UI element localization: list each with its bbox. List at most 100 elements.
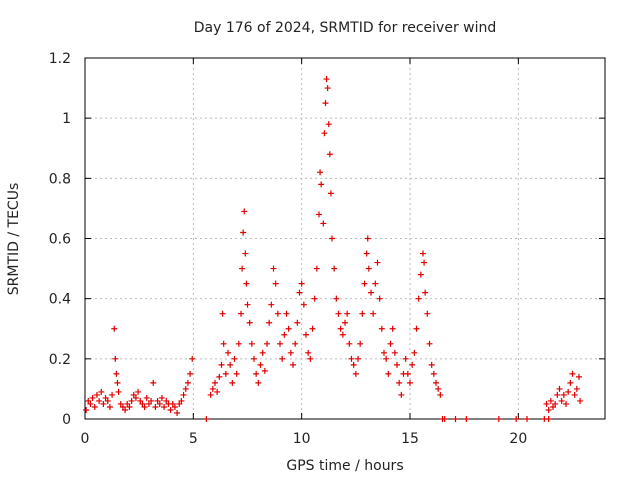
x-tick-label: 10 — [293, 431, 311, 447]
data-point — [428, 361, 435, 368]
data-point — [290, 361, 296, 368]
data-point — [424, 310, 431, 317]
data-point — [257, 361, 264, 368]
y-tick-label: 0.4 — [49, 292, 71, 308]
data-point — [463, 416, 470, 422]
data-point — [339, 331, 346, 338]
data-point — [274, 310, 281, 317]
data-point — [93, 391, 100, 398]
data-point — [216, 373, 223, 380]
data-point — [331, 265, 338, 272]
data-point — [161, 403, 168, 410]
data-point — [207, 391, 214, 398]
data-point — [238, 310, 244, 317]
data-point — [300, 301, 307, 308]
data-point — [112, 355, 119, 362]
data-point — [264, 340, 270, 347]
data-point — [296, 289, 303, 296]
data-point — [241, 208, 248, 215]
data-point — [309, 325, 316, 332]
data-point — [270, 265, 277, 272]
data-point — [220, 340, 227, 347]
x-tick-label: 0 — [81, 431, 90, 447]
data-point — [404, 370, 411, 377]
data-point — [365, 265, 372, 272]
data-point — [115, 388, 122, 395]
data-point — [452, 416, 459, 422]
data-point — [577, 397, 584, 404]
data-point — [83, 406, 90, 413]
data-point — [307, 355, 314, 362]
data-point — [383, 355, 390, 362]
y-tick-label: 0.2 — [49, 352, 71, 368]
data-point — [554, 391, 561, 398]
data-points — [83, 76, 584, 422]
data-point — [430, 370, 437, 377]
data-point — [394, 361, 400, 368]
data-point — [163, 397, 170, 404]
data-point — [323, 76, 330, 83]
data-point — [117, 400, 124, 407]
data-point — [370, 310, 377, 317]
y-tick-label: 0 — [62, 412, 71, 428]
data-point — [569, 370, 576, 377]
data-point — [158, 394, 165, 401]
data-point — [321, 130, 328, 137]
data-point — [259, 349, 266, 356]
data-point — [130, 391, 137, 398]
data-point — [547, 397, 554, 404]
data-point — [361, 280, 368, 287]
data-point — [385, 370, 392, 377]
data-point — [106, 403, 113, 410]
data-point — [253, 370, 260, 377]
data-point — [387, 340, 394, 347]
data-point — [292, 340, 299, 347]
data-point — [132, 394, 139, 401]
data-point — [268, 301, 275, 308]
data-point — [327, 190, 334, 197]
data-point — [317, 169, 324, 176]
y-axis-label: SRMTID / TECUs — [6, 183, 22, 296]
data-point — [152, 403, 159, 410]
data-point — [285, 325, 292, 332]
x-tick-label: 5 — [189, 431, 198, 447]
data-point — [346, 340, 353, 347]
data-point — [246, 319, 253, 326]
data-point — [576, 373, 582, 380]
data-point — [415, 295, 422, 302]
data-point — [437, 391, 444, 398]
data-point — [135, 388, 142, 395]
data-point — [545, 406, 552, 413]
data-point — [174, 409, 181, 416]
data-point — [91, 403, 98, 410]
data-point — [222, 370, 229, 377]
data-point — [248, 340, 255, 347]
data-point — [396, 379, 403, 386]
data-point — [316, 211, 322, 218]
data-point — [283, 310, 290, 317]
data-point — [261, 367, 268, 374]
data-point — [187, 370, 194, 377]
y-tick-label: 1 — [62, 111, 71, 127]
data-point — [189, 355, 196, 362]
axis-ticks — [84, 57, 605, 420]
grid-lines — [85, 58, 605, 419]
data-point — [272, 280, 279, 287]
data-point — [145, 400, 152, 407]
data-point — [333, 295, 340, 302]
data-point — [402, 355, 409, 362]
data-point — [355, 355, 361, 362]
data-point — [409, 361, 416, 368]
data-point — [417, 271, 424, 278]
data-point — [313, 265, 320, 272]
data-point — [573, 385, 580, 392]
data-point — [398, 391, 405, 398]
data-point — [148, 397, 155, 404]
data-point — [543, 400, 550, 407]
data-point — [114, 379, 121, 386]
data-point — [311, 295, 318, 302]
data-point — [242, 250, 249, 257]
data-point — [266, 319, 273, 326]
data-point — [350, 361, 357, 368]
data-point — [324, 85, 331, 92]
